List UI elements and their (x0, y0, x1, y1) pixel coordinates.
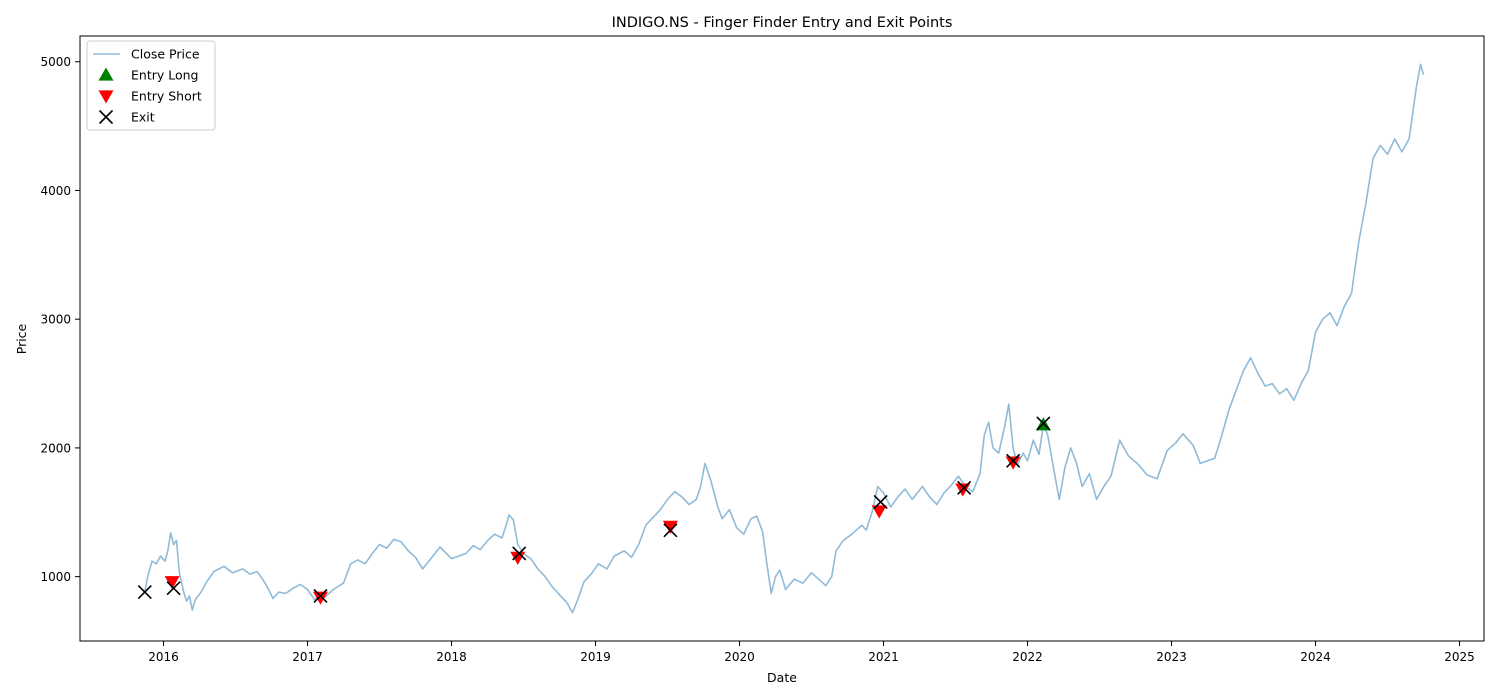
entry-short-marker (662, 520, 678, 534)
y-axis-label: Price (14, 323, 29, 354)
exit-marker (1036, 416, 1051, 431)
exit-marker (166, 581, 181, 596)
x-tick-label: 2020 (724, 650, 755, 664)
markers-layer (137, 416, 1051, 605)
entry-short-marker (1005, 456, 1021, 470)
y-tick-label: 2000 (40, 441, 71, 455)
x-tick-label: 2023 (1156, 650, 1187, 664)
legend-box (86, 40, 216, 131)
legend-label: Exit (131, 110, 155, 125)
exit-marker (873, 494, 888, 510)
plot-frame (79, 35, 1485, 642)
legend: Close Price Entry Long Entry Short Exit (86, 40, 216, 131)
entry-short-marker (871, 505, 887, 519)
exit-marker (512, 546, 527, 561)
y-tick-label: 4000 (40, 184, 71, 198)
legend-swatch-exit (98, 109, 114, 125)
plot-area (79, 35, 1485, 642)
exit-marker (663, 523, 678, 538)
x-tick-label: 2018 (436, 650, 467, 664)
exit-marker (1006, 453, 1021, 468)
exit-marker (313, 588, 328, 604)
x-axis-label: Date (767, 670, 797, 685)
exit-marker (137, 585, 152, 600)
close-price-line (144, 63, 1425, 614)
x-tick-label: 2017 (292, 650, 323, 664)
entry-short-marker (312, 591, 328, 605)
x-tick-label: 2025 (1444, 650, 1475, 664)
legend-swatch-entry-long (98, 67, 114, 81)
legend-label: Entry Short (131, 89, 202, 104)
exit-marker (957, 480, 972, 495)
legend-label: Close Price (131, 47, 200, 62)
legend-label: Entry Long (131, 68, 198, 83)
x-tick-label: 2021 (868, 650, 899, 664)
y-tick-label: 3000 (40, 313, 71, 327)
series-layer (144, 63, 1425, 614)
axis-ticks: 2016 2017 2018 2019 2020 2021 2022 2023 2024 2025… (40, 55, 1474, 664)
x-tick-label: 2024 (1300, 650, 1331, 664)
x-tick-label: 2022 (1012, 650, 1043, 664)
x-tick-label: 2016 (148, 650, 179, 664)
legend-swatch-entry-short (98, 90, 114, 104)
entry-short-marker (164, 576, 180, 590)
chart-title: INDIGO.NS - Finger Finder Entry and Exit… (612, 15, 953, 31)
y-tick-label: 1000 (40, 570, 71, 584)
y-tick-label: 5000 (40, 55, 71, 69)
x-tick-label: 2019 (580, 650, 611, 664)
